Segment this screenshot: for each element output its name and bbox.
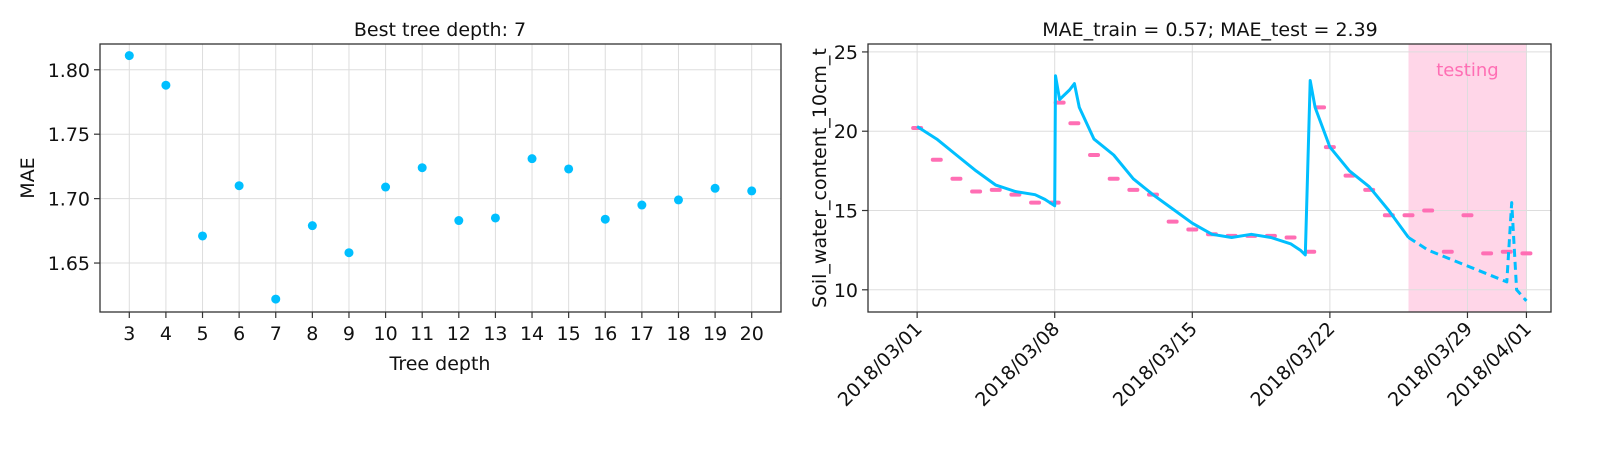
depth-point: [637, 200, 647, 210]
depth-x-tick-label: 7: [270, 323, 282, 345]
soil-x-tick-label: 2018/03/22: [1246, 318, 1339, 411]
depth-chart-title: Best tree depth: 7: [354, 19, 526, 41]
depth-ticks: 3 4 5 6 7 8 9 10 11 12 13 14 15 16 17 18 19 20 1.65 1.70 1.7…: [48, 60, 764, 345]
observed-point: [1009, 192, 1022, 197]
depth-plot-area: [100, 44, 781, 312]
testing-annotation: testing: [1436, 60, 1498, 81]
soil-y-tick-label: 10: [834, 280, 858, 302]
depth-y-tick-label: 1.65: [48, 253, 90, 275]
observed-point: [1422, 208, 1435, 213]
observed-point: [1500, 249, 1513, 254]
depth-point: [454, 216, 464, 226]
soil-x-tick-label: 2018/03/08: [971, 318, 1064, 411]
observed-point: [950, 176, 963, 181]
soil-series: [911, 74, 1533, 302]
observed-point: [970, 189, 983, 194]
observed-point: [1107, 176, 1120, 181]
predicted-train-line: [916, 74, 1410, 257]
depth-plot-frame: [99, 43, 782, 313]
depth-point: [124, 51, 134, 61]
observed-point: [1284, 235, 1297, 240]
depth-x-tick-label: 14: [520, 323, 544, 345]
depth-point: [381, 182, 391, 192]
observed-point: [1304, 249, 1317, 254]
depth-point: [198, 231, 208, 241]
depth-point: [747, 186, 757, 196]
observed-point: [1461, 213, 1474, 218]
depth-point: [600, 214, 610, 224]
depth-y-tick-label: 1.80: [48, 60, 90, 82]
soil-water-chart: 2018/03/01 2018/03/08 2018/03/15 2018/03/22…: [809, 19, 1552, 411]
depth-x-tick-label: 6: [233, 323, 245, 345]
depth-x-tick-label: 16: [593, 323, 617, 345]
observed-point: [1088, 153, 1101, 158]
depth-x-tick-label: 3: [123, 323, 135, 345]
depth-x-tick-label: 17: [630, 323, 654, 345]
soil-chart-title: MAE_train = 0.57; MAE_test = 2.39: [1042, 19, 1378, 41]
observed-point: [989, 187, 1002, 192]
depth-point: [271, 294, 281, 304]
observed-point: [1481, 251, 1494, 256]
depth-point: [417, 163, 427, 173]
depth-x-tick-label: 10: [373, 323, 397, 345]
observed-point: [1068, 121, 1081, 126]
predicted-test-line: [1407, 201, 1528, 302]
depth-x-tick-label: 8: [306, 323, 318, 345]
depth-point: [564, 164, 574, 174]
depth-x-tick-label: 5: [196, 323, 208, 345]
observed-point: [1441, 249, 1454, 254]
depth-x-tick-label: 20: [740, 323, 764, 345]
soil-y-tick-label: 15: [834, 201, 858, 223]
observed-point: [1186, 227, 1199, 232]
depth-point: [307, 221, 317, 231]
depth-x-tick-label: 15: [557, 323, 581, 345]
depth-x-axis-label: Tree depth: [389, 353, 491, 375]
observed-point: [1402, 213, 1415, 218]
depth-x-tick-label: 4: [160, 323, 172, 345]
depth-point: [161, 80, 171, 90]
depth-x-tick-label: 13: [483, 323, 507, 345]
soil-x-tick-label: 2018/03/01: [834, 318, 927, 411]
soil-y-axis-label: Soil_water_content_10cm_t: [809, 48, 831, 308]
depth-x-tick-label: 11: [410, 323, 434, 345]
depth-gridlines: [100, 44, 781, 312]
observed-point: [1520, 251, 1533, 256]
depth-point: [490, 213, 500, 223]
observed-point: [930, 157, 943, 162]
soil-y-tick-label: 25: [834, 42, 858, 64]
depth-point: [344, 248, 354, 258]
depth-points: [124, 51, 757, 304]
soil-x-tick-label: 2018/03/15: [1109, 318, 1202, 411]
depth-chart: 3 4 5 6 7 8 9 10 11 12 13 14 15 16 17 18 19 20 1.65 1.70 1.7…: [17, 19, 782, 375]
depth-point: [234, 181, 244, 191]
depth-point: [527, 154, 537, 164]
observed-point: [1166, 219, 1179, 224]
depth-y-tick-label: 1.75: [48, 124, 90, 146]
depth-x-tick-label: 18: [666, 323, 690, 345]
depth-point: [673, 195, 683, 205]
observed-point: [1029, 200, 1042, 205]
depth-y-axis-label: MAE: [17, 157, 39, 198]
depth-x-tick-label: 12: [447, 323, 471, 345]
depth-y-tick-label: 1.70: [48, 189, 90, 211]
depth-x-tick-label: 9: [343, 323, 355, 345]
depth-x-tick-label: 19: [703, 323, 727, 345]
soil-plot-frame: [867, 43, 1552, 313]
observed-point: [1127, 187, 1140, 192]
soil-y-tick-label: 20: [834, 121, 858, 143]
depth-point: [710, 183, 720, 193]
